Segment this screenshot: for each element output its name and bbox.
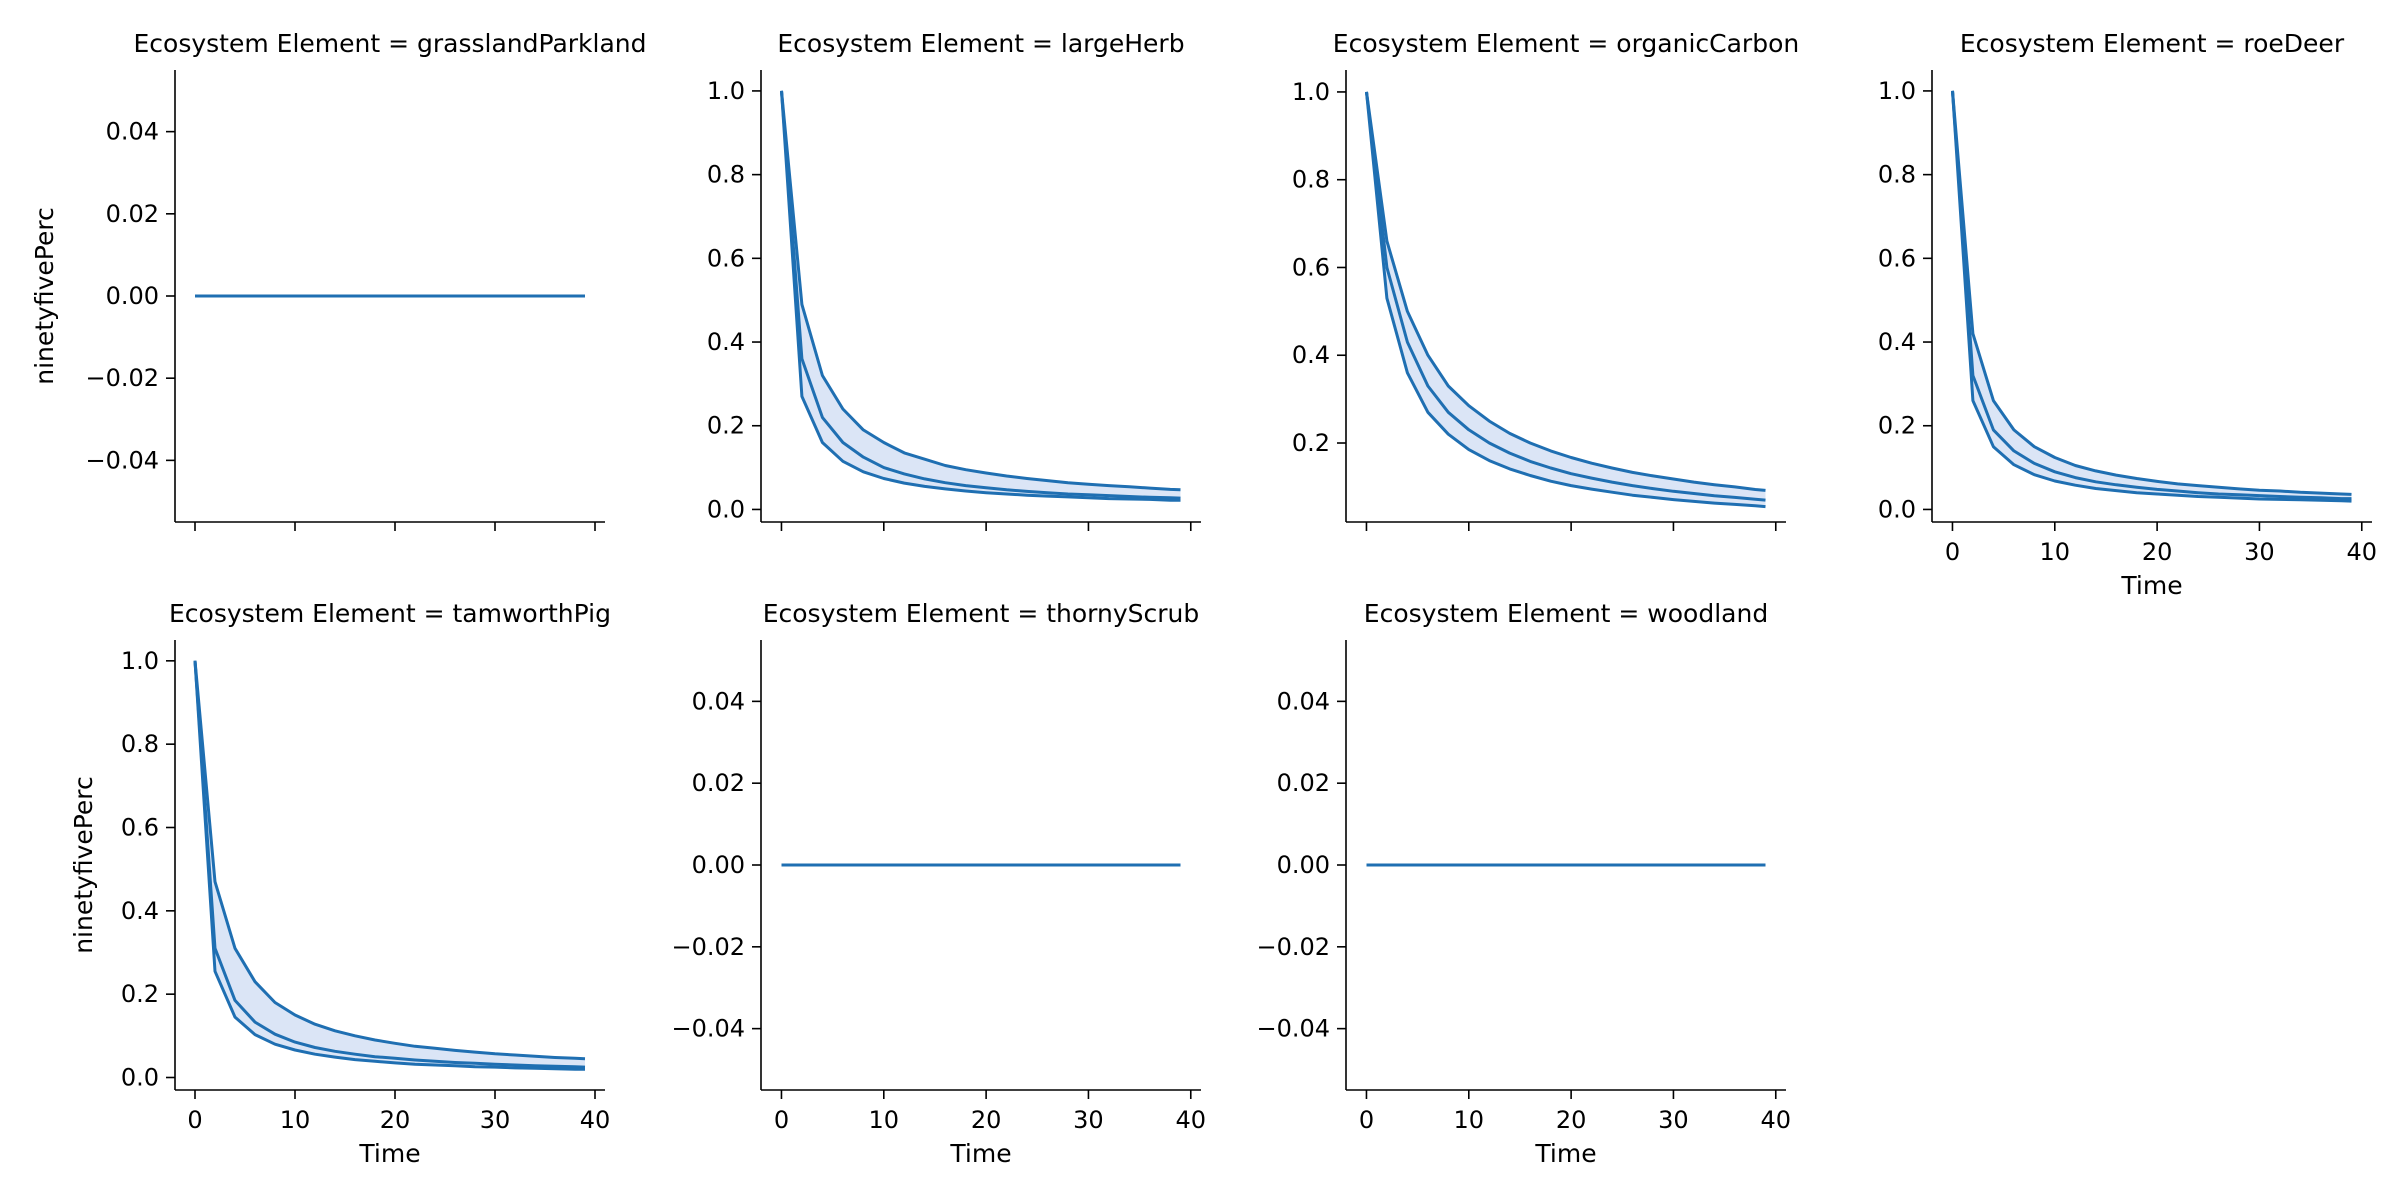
y-tick-label: 0.4 bbox=[707, 328, 745, 356]
y-tick-label: 0.2 bbox=[1292, 429, 1330, 457]
y-axis-label: ninetyfivePerc bbox=[69, 776, 98, 954]
series-line-0 bbox=[1951, 90, 2352, 496]
y-tick-label: 0.4 bbox=[121, 897, 159, 925]
y-tick-label: 0.8 bbox=[121, 730, 159, 758]
y-tick-label: 0.8 bbox=[707, 161, 745, 189]
y-tick-label: 0.6 bbox=[1878, 244, 1916, 272]
y-tick-label: 0.4 bbox=[1292, 341, 1330, 369]
series-line-1 bbox=[780, 90, 1181, 500]
x-tick-label: 0 bbox=[1359, 1106, 1374, 1134]
x-tick-label: 10 bbox=[1454, 1106, 1485, 1134]
x-tick-label: 20 bbox=[380, 1106, 411, 1134]
facet-largeHerb: Ecosystem Element = largeHerb 0.0 0.2 0.4 0.… bbox=[707, 29, 1201, 531]
facet-title-roeDeer: Ecosystem Element = roeDeer bbox=[1960, 29, 2345, 58]
y-tick-label: 0.0 bbox=[121, 1064, 159, 1092]
y-tick-label: 1.0 bbox=[1878, 77, 1916, 105]
facet-title-thornyScrub: Ecosystem Element = thornyScrub bbox=[763, 599, 1200, 628]
series-line-0 bbox=[193, 660, 586, 1061]
y-tick-label: 0.04 bbox=[692, 687, 745, 715]
x-tick-label: 30 bbox=[1658, 1106, 1689, 1134]
x-tick-label: 0 bbox=[1945, 538, 1960, 566]
y-tick-label: 1.0 bbox=[1292, 78, 1330, 106]
series-line-0 bbox=[780, 90, 1181, 492]
y-tick-label: 0.4 bbox=[1878, 328, 1916, 356]
y-tick-label: −0.04 bbox=[1256, 1015, 1330, 1043]
confidence-band bbox=[1366, 91, 1766, 507]
x-axis-label: Time bbox=[949, 1139, 1011, 1168]
y-tick-label: 0.04 bbox=[106, 118, 159, 146]
series-line-1 bbox=[1951, 90, 2352, 501]
facet-grasslandParkland: Ecosystem Element = grasslandParkland −0.… bbox=[30, 29, 647, 531]
y-tick-label: −0.02 bbox=[1256, 933, 1330, 961]
y-tick-label: 0.02 bbox=[106, 200, 159, 228]
facet-organicCarbon: Ecosystem Element = organicCarbon 0.2 0.4 0… bbox=[1292, 29, 1799, 531]
y-tick-label: −0.02 bbox=[85, 364, 159, 392]
y-axis-label: ninetyfivePerc bbox=[30, 207, 59, 385]
y-tick-label: 0.2 bbox=[121, 980, 159, 1008]
x-tick-label: 40 bbox=[1175, 1106, 1206, 1134]
y-tick-label: 1.0 bbox=[707, 77, 745, 105]
series-line-2 bbox=[1951, 90, 2352, 503]
series-line-2 bbox=[193, 660, 585, 1071]
facet-title-grasslandParkland: Ecosystem Element = grasslandParkland bbox=[133, 29, 646, 58]
y-tick-label: 0.0 bbox=[1878, 495, 1916, 523]
y-tick-label: −0.04 bbox=[85, 446, 159, 474]
y-tick-label: 0.04 bbox=[1277, 687, 1330, 715]
facet-title-tamworthPig: Ecosystem Element = tamworthPig bbox=[169, 599, 611, 628]
y-tick-label: 0.2 bbox=[1878, 412, 1916, 440]
x-tick-label: 0 bbox=[774, 1106, 789, 1134]
facet-thornyScrub: Ecosystem Element = thornyScrub −0.04 −0.0… bbox=[671, 599, 1206, 1168]
x-tick-label: 20 bbox=[1556, 1106, 1587, 1134]
x-axis-label: Time bbox=[358, 1139, 420, 1168]
y-tick-label: 0.0 bbox=[707, 495, 745, 523]
x-tick-label: 10 bbox=[280, 1106, 311, 1134]
x-tick-label: 10 bbox=[2040, 538, 2071, 566]
x-axis-label: Time bbox=[1534, 1139, 1596, 1168]
y-tick-label: 1.0 bbox=[121, 647, 159, 675]
y-tick-label: 0.6 bbox=[121, 814, 159, 842]
y-tick-label: 0.8 bbox=[1292, 166, 1330, 194]
facet-title-largeHerb: Ecosystem Element = largeHerb bbox=[777, 29, 1184, 58]
x-tick-label: 30 bbox=[1073, 1106, 1104, 1134]
x-tick-label: 40 bbox=[580, 1106, 611, 1134]
y-tick-label: 0.02 bbox=[692, 769, 745, 797]
facet-title-organicCarbon: Ecosystem Element = organicCarbon bbox=[1333, 29, 1799, 58]
x-tick-label: 10 bbox=[869, 1106, 900, 1134]
x-tick-label: 20 bbox=[971, 1106, 1002, 1134]
series-line-2 bbox=[1365, 91, 1766, 509]
x-tick-label: 20 bbox=[2142, 538, 2173, 566]
y-tick-label: −0.04 bbox=[671, 1015, 745, 1043]
x-tick-label: 40 bbox=[1760, 1106, 1791, 1134]
x-axis-label: Time bbox=[2120, 571, 2182, 600]
y-tick-label: −0.02 bbox=[671, 933, 745, 961]
y-tick-label: 0.6 bbox=[1292, 253, 1330, 281]
x-tick-label: 0 bbox=[187, 1106, 202, 1134]
y-tick-label: 0.00 bbox=[106, 282, 159, 310]
facet-woodland: Ecosystem Element = woodland −0.04 −0.02 0.… bbox=[1256, 599, 1791, 1168]
x-tick-label: 30 bbox=[480, 1106, 511, 1134]
series-line-0 bbox=[1365, 91, 1766, 492]
y-tick-label: 0.00 bbox=[1277, 851, 1330, 879]
x-tick-label: 40 bbox=[2346, 538, 2377, 566]
facet-tamworthPig: Ecosystem Element = tamworthPig 0.0 0.2 0.4… bbox=[69, 599, 611, 1168]
facet-title-woodland: Ecosystem Element = woodland bbox=[1364, 599, 1768, 628]
series-line-1 bbox=[1365, 91, 1766, 502]
y-tick-label: 0.00 bbox=[692, 851, 745, 879]
confidence-band bbox=[195, 660, 585, 1070]
series-line-1 bbox=[193, 660, 586, 1069]
x-tick-label: 30 bbox=[2244, 538, 2275, 566]
confidence-band bbox=[1952, 90, 2352, 502]
series-line-2 bbox=[780, 90, 1181, 502]
y-tick-label: 0.6 bbox=[707, 244, 745, 272]
facet-roeDeer: Ecosystem Element = roeDeer 0.0 0.2 0.4 0.6 0… bbox=[1878, 29, 2377, 600]
y-tick-label: 0.8 bbox=[1878, 161, 1916, 189]
y-tick-label: 0.02 bbox=[1277, 769, 1330, 797]
y-tick-label: 0.2 bbox=[707, 412, 745, 440]
